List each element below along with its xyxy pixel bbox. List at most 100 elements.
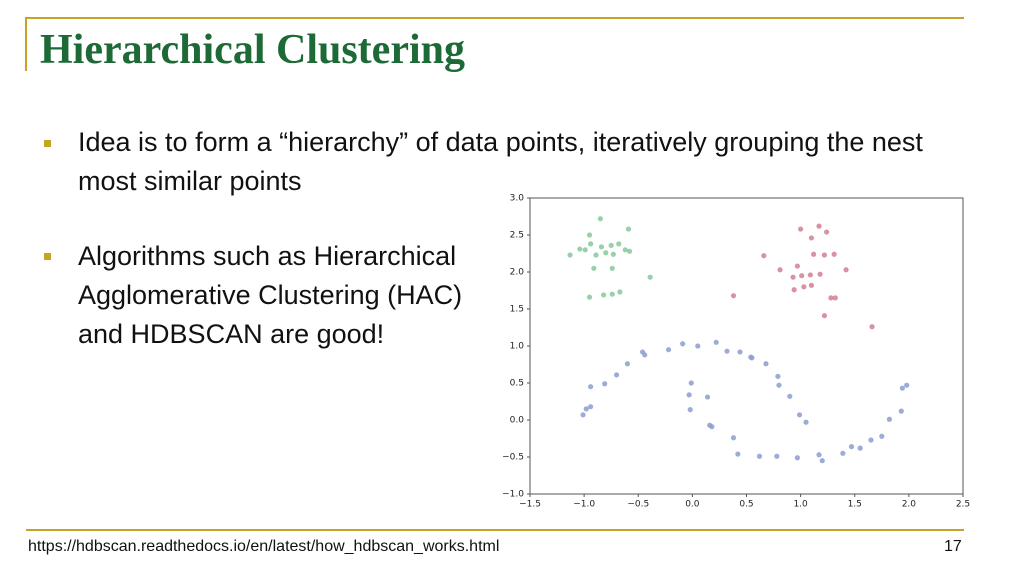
point: [776, 382, 782, 388]
point: [886, 416, 892, 422]
point: [811, 251, 817, 257]
point: [819, 458, 825, 464]
page-number: 17: [944, 538, 962, 555]
y-tick-label: 1.0: [510, 342, 525, 352]
point: [730, 293, 737, 299]
bullet-marker: [44, 140, 51, 147]
point: [588, 241, 594, 247]
x-tick-label: 0.0: [685, 500, 700, 510]
point: [603, 250, 609, 256]
y-tick-label: −0.5: [502, 453, 524, 463]
point: [794, 455, 800, 461]
point: [816, 452, 822, 458]
x-tick-label: 2.0: [902, 500, 917, 510]
point: [824, 229, 830, 235]
point: [808, 282, 815, 288]
y-tick-label: −1.0: [502, 490, 524, 500]
point: [597, 216, 603, 222]
point: [808, 235, 815, 241]
point: [787, 393, 793, 399]
y-tick-label: 1.5: [510, 305, 524, 315]
point: [790, 274, 796, 280]
point: [796, 412, 803, 418]
slide-title: Hierarchical Clustering: [40, 27, 465, 73]
point: [735, 451, 741, 457]
point: [567, 252, 573, 258]
point: [840, 450, 846, 456]
point: [724, 348, 730, 354]
point: [610, 251, 616, 257]
point: [791, 287, 797, 293]
point: [898, 408, 904, 414]
point: [577, 246, 583, 252]
point: [857, 445, 863, 451]
point: [709, 424, 715, 430]
point: [583, 406, 589, 412]
point: [695, 343, 701, 349]
y-tick-label: 2.5: [510, 231, 524, 241]
point: [608, 242, 614, 248]
point: [647, 274, 653, 280]
point: [616, 241, 622, 247]
point: [798, 226, 804, 232]
point: [626, 248, 633, 254]
point: [588, 404, 594, 410]
point: [598, 244, 605, 250]
point: [777, 267, 783, 273]
point: [775, 373, 781, 379]
x-tick-label: −1.5: [519, 500, 541, 510]
point: [622, 247, 628, 253]
plot-frame: [529, 197, 964, 495]
point: [617, 289, 623, 295]
point: [609, 291, 615, 297]
point: [591, 265, 597, 271]
point: [614, 372, 620, 378]
point: [625, 226, 632, 232]
point: [624, 361, 631, 367]
point: [588, 384, 594, 390]
point: [763, 361, 769, 367]
top-rule: [26, 17, 964, 19]
point: [686, 392, 692, 398]
point: [832, 295, 838, 301]
point: [904, 382, 910, 388]
point: [593, 252, 599, 258]
point: [580, 412, 586, 418]
y-tick-label: 0.5: [510, 379, 524, 389]
bottom-rule: [26, 529, 964, 531]
x-tick-label: −0.5: [627, 500, 649, 510]
point: [713, 339, 719, 345]
x-tick-label: 1.0: [793, 500, 808, 510]
point: [899, 385, 905, 391]
point: [879, 433, 885, 439]
point: [665, 347, 672, 353]
x-tick-label: 0.5: [739, 500, 753, 510]
side-rule: [25, 17, 27, 71]
point: [586, 294, 593, 300]
point: [704, 394, 711, 400]
x-tick-label: −1.0: [573, 500, 595, 510]
bullet-text: Algorithms such as Hierarchical Agglomer…: [78, 241, 463, 349]
point: [756, 453, 763, 459]
point: [688, 380, 694, 386]
point: [821, 252, 828, 258]
point: [816, 223, 822, 229]
point: [868, 437, 874, 443]
point: [843, 267, 849, 273]
point: [601, 292, 607, 298]
point: [687, 407, 693, 413]
source-link[interactable]: https://hdbscan.readthedocs.io/en/latest…: [28, 538, 500, 555]
point: [799, 273, 805, 279]
point: [761, 253, 767, 259]
point: [737, 349, 743, 355]
point: [730, 435, 737, 441]
point: [582, 247, 588, 253]
x-tick-label: 2.5: [956, 500, 970, 510]
scatter-chart: −1.5 −1.0 −0.5 0.0 0.5 1.0 1.5 2.0 2.5−1.0−0.50.…: [502, 194, 970, 510]
y-tick-label: 0.0: [510, 416, 525, 426]
point: [586, 232, 593, 238]
point: [642, 352, 648, 358]
point: [609, 265, 615, 271]
point: [821, 313, 828, 319]
point: [749, 355, 755, 361]
